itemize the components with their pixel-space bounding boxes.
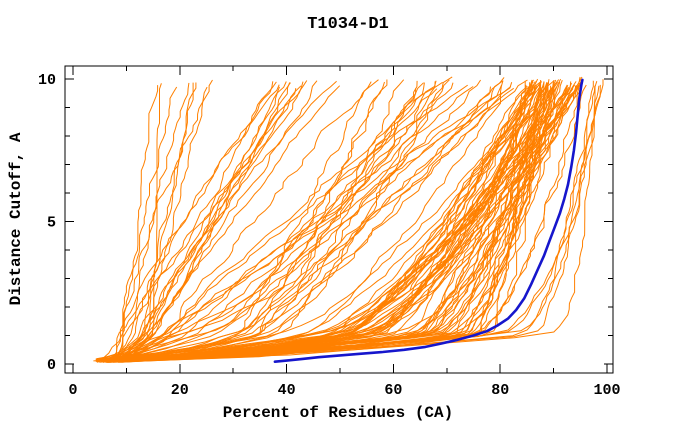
y-tick-label: 0 (47, 357, 56, 374)
model-curve (114, 84, 568, 359)
model-curve (108, 79, 379, 360)
model-curve (110, 82, 425, 363)
model-curve (121, 82, 291, 363)
model-curve (96, 79, 388, 360)
model-curve (101, 78, 562, 359)
model-curve (118, 81, 436, 362)
model-curve (117, 81, 443, 363)
x-axis-label: Percent of Residues (CA) (223, 404, 453, 422)
model-curve (96, 88, 438, 363)
model-curve (103, 84, 541, 359)
x-tick-label: 0 (68, 382, 77, 399)
model-curve (117, 83, 162, 364)
model-curve (108, 86, 208, 362)
model-curve (118, 82, 424, 363)
x-tick-label: 60 (384, 382, 402, 399)
model-curve (122, 80, 504, 361)
model-curve (118, 81, 598, 361)
model-curve (101, 86, 491, 361)
model-curve (117, 80, 308, 361)
model-curve (119, 80, 555, 361)
x-tick-label: 20 (171, 382, 189, 399)
axis-ticks (65, 66, 613, 373)
model-curve (106, 80, 542, 360)
model-curve (95, 86, 474, 361)
model-curve (110, 87, 547, 362)
model-curve (122, 81, 536, 362)
model-curve (104, 81, 277, 362)
model-curve (102, 80, 337, 362)
model-curve (106, 87, 570, 362)
y-tick-label: 5 (47, 215, 56, 232)
model-curve (115, 80, 554, 361)
highlight-curve-line (273, 78, 584, 364)
model-curve (103, 79, 604, 359)
model-curve (102, 86, 512, 361)
model-curve (121, 85, 600, 360)
model-curve (120, 87, 571, 362)
tick-labels: 0 20 40 60 80 100 0 5 10 (38, 72, 621, 399)
model-curve (111, 84, 280, 359)
model-curve (117, 79, 405, 360)
model-curve (97, 79, 560, 360)
model-curve (114, 82, 190, 363)
model-curve (102, 77, 505, 363)
model-curve (103, 82, 513, 362)
model-curve (107, 80, 542, 361)
model-curve (114, 84, 468, 360)
model-curve (106, 82, 194, 363)
model-curve (102, 85, 159, 360)
model-curve (100, 80, 437, 361)
highlight-curve (273, 78, 584, 364)
model-curves (93, 76, 604, 364)
model-curve (118, 87, 568, 362)
y-tick-label: 10 (38, 72, 56, 89)
model-curve (108, 84, 503, 360)
model-curve (114, 76, 453, 363)
model-curve (109, 80, 504, 361)
model-curve (99, 84, 576, 359)
model-curve (96, 85, 302, 360)
model-curve (116, 80, 594, 361)
model-curve (107, 87, 514, 363)
model-curve (95, 81, 542, 362)
model-curve (100, 82, 454, 363)
model-curve (111, 76, 581, 363)
model-curve (117, 79, 213, 360)
model-curve (121, 81, 534, 362)
model-curve (99, 80, 563, 360)
model-curve (116, 81, 304, 361)
model-curve (109, 82, 541, 363)
x-tick-label: 80 (491, 382, 509, 399)
y-axis-label: Distance Cutoff, A (7, 132, 25, 305)
model-curve (106, 81, 372, 362)
model-curve (97, 79, 533, 360)
x-tick-label: 40 (278, 382, 296, 399)
model-curve (96, 80, 318, 361)
model-curve (101, 79, 482, 360)
plot-frame (64, 65, 614, 374)
x-tick-label: 100 (593, 382, 620, 399)
model-curve (119, 86, 178, 361)
model-curve (109, 81, 287, 362)
chart-title: T1034-D1 (307, 15, 389, 34)
model-curve (102, 85, 596, 360)
model-curve (111, 81, 559, 362)
model-curve (97, 85, 569, 360)
